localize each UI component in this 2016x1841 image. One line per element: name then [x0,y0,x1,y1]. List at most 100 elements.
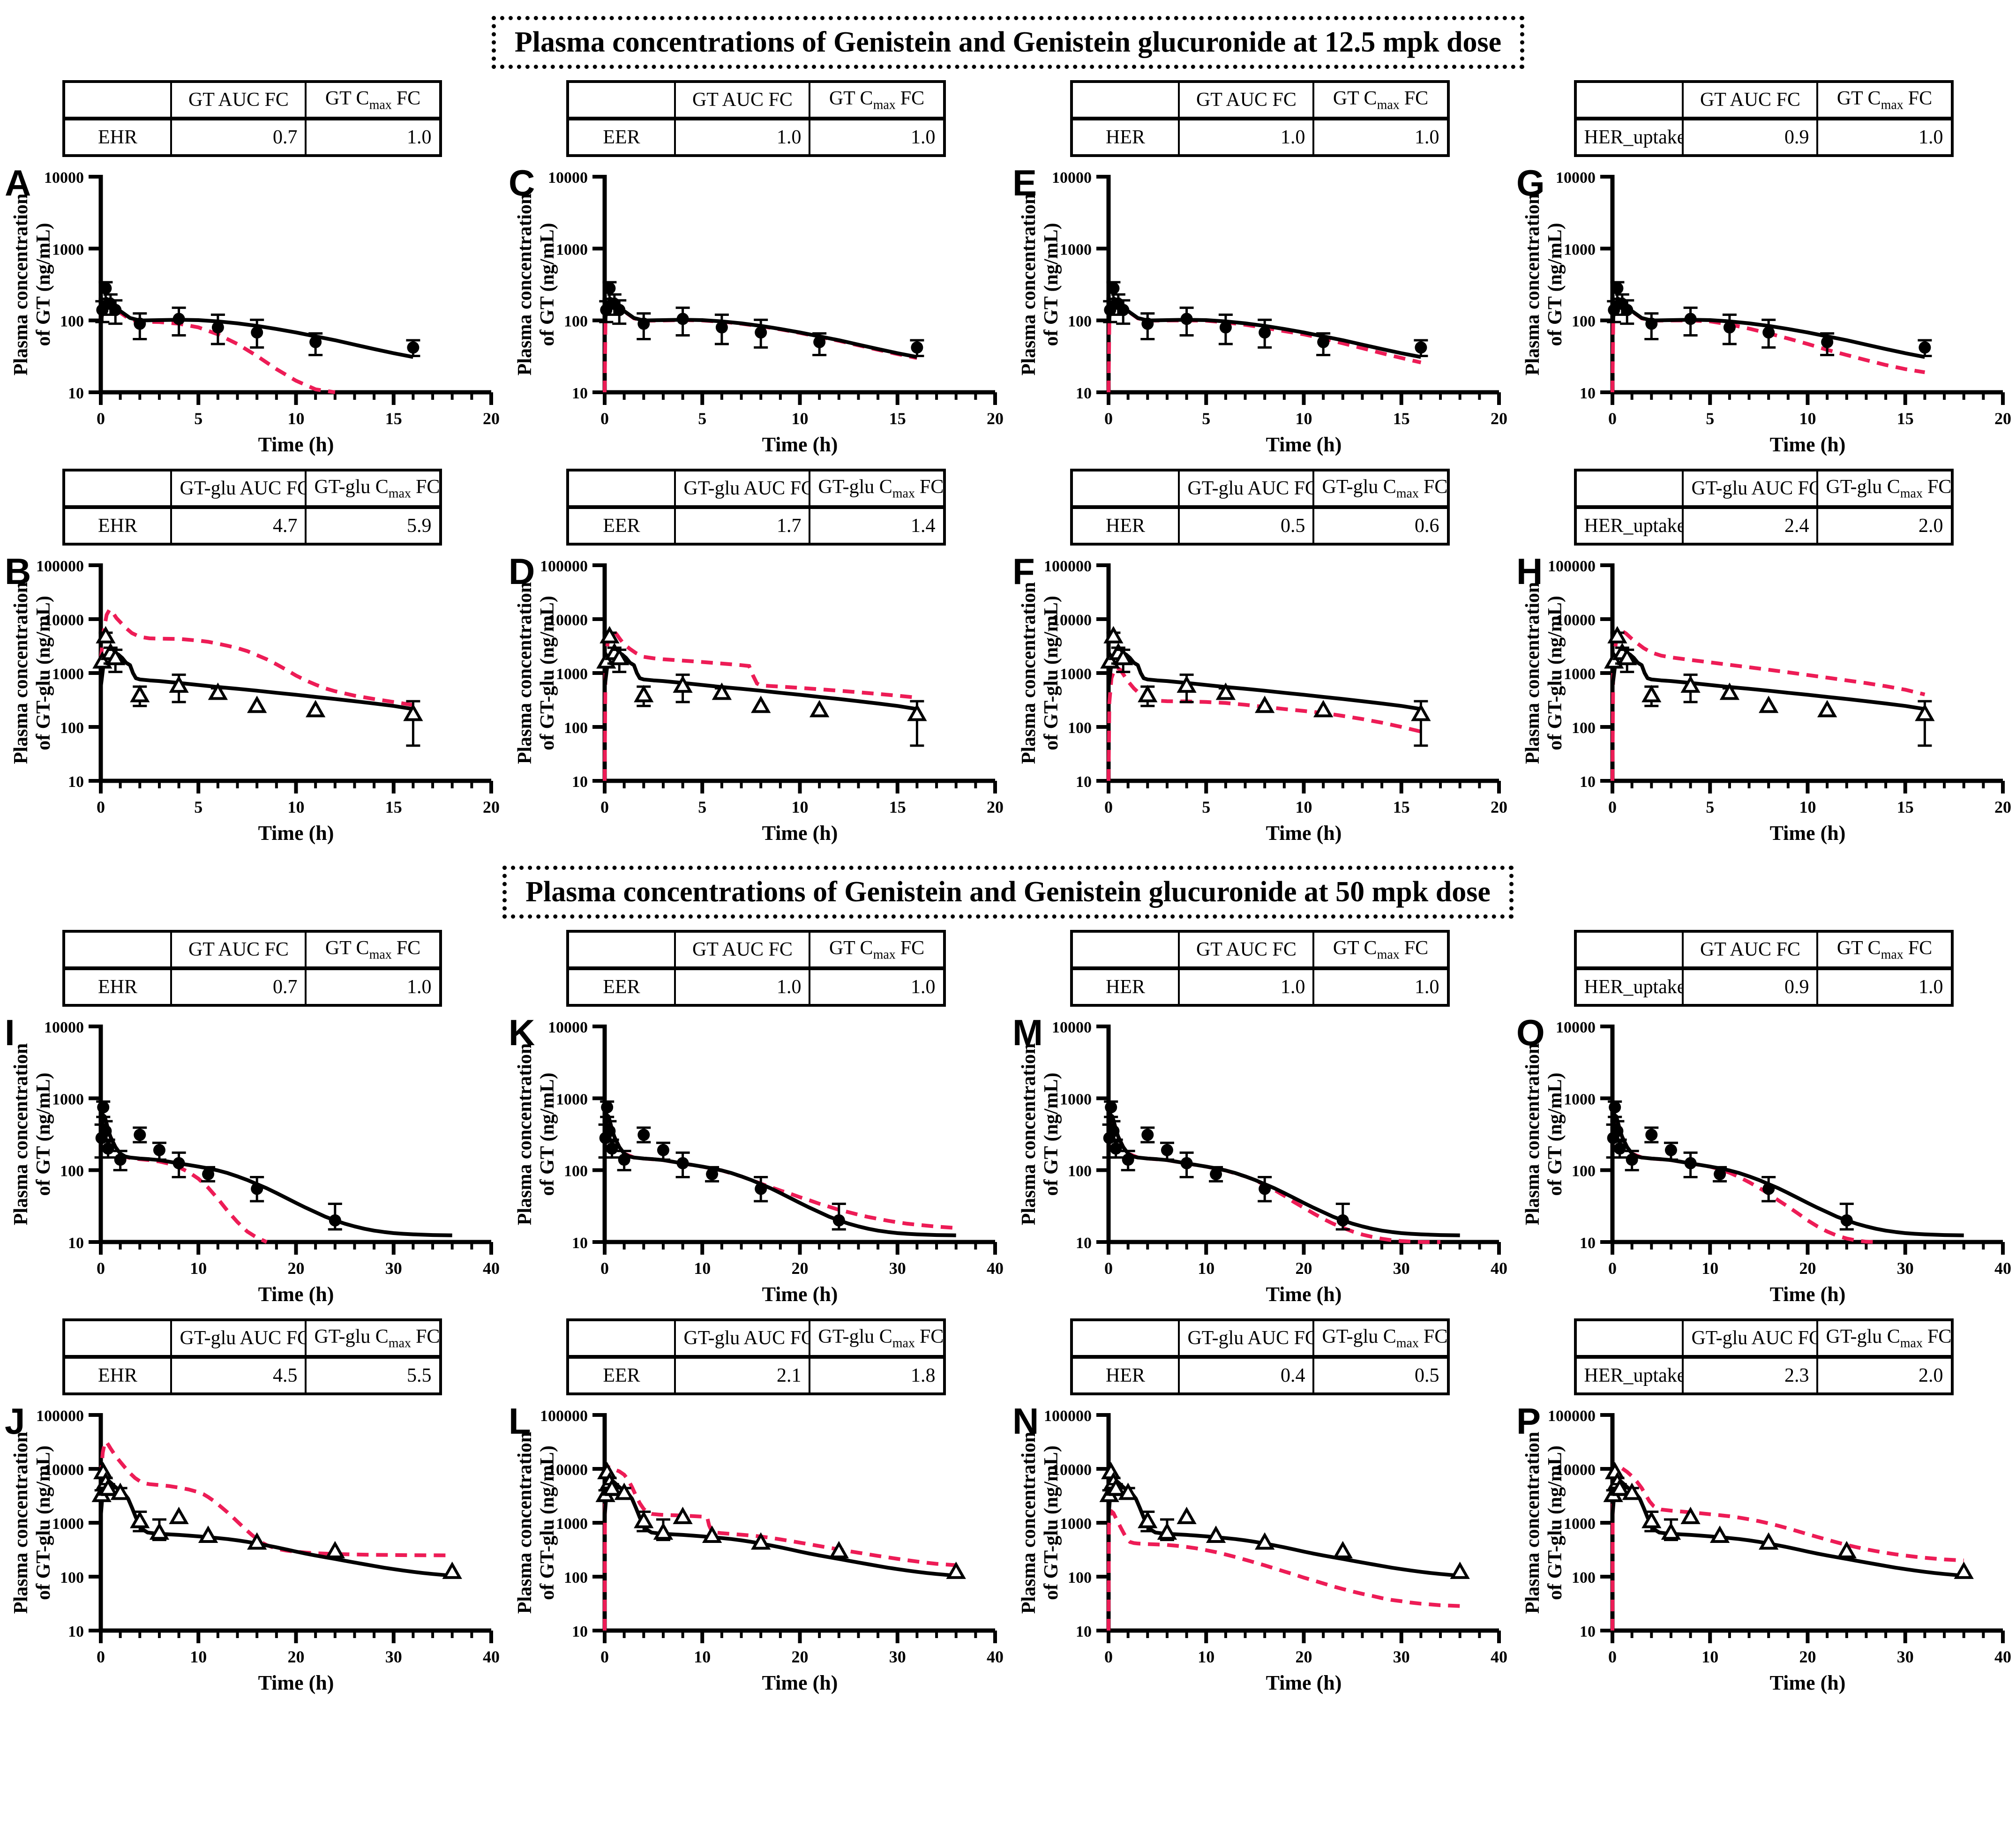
y-tick-label: 100 [564,719,588,737]
panel-letter-L: L [509,1400,531,1442]
fc-table-wrap-D: GT-glu AUC FC GT-glu Cmax FC EER 1.7 1.4 [504,469,1008,546]
observed-marker-triangle [1622,1482,1642,1500]
auc-fc-value: 0.4 [1178,1356,1315,1395]
observed-marker-circle [1723,321,1736,334]
observed-marker-circle [251,1182,263,1195]
solid-model-curve [99,1478,453,1578]
x-tick-label: 10 [288,798,305,816]
panel-P: GT-glu AUC FC GT-glu Cmax FC HER_uptake 2.3 2… [1512,1311,2016,1699]
x-tick-label: 40 [1994,1647,2011,1666]
x-tick-label: 0 [600,1259,609,1278]
panel-H: GT-glu AUC FC GT-glu Cmax FC HER_uptake 2.4 2… [1512,461,2016,850]
section-title-50mpk: Plasma concentrations of Genistein and G… [502,866,1514,919]
observed-marker-triangle [1177,675,1197,693]
y-axis-label-line1: Plasma concentration [10,1043,32,1225]
cmax-header-post: FC [416,476,440,498]
x-tick-label: 20 [483,798,500,816]
observed-marker-circle [109,304,122,316]
observed-marker-circle [1609,1101,1621,1114]
y-tick-label: 10 [1580,1623,1596,1640]
x-tick-label: 10 [694,1647,711,1666]
x-tick-label: 5 [1706,409,1714,428]
table-corner-cell [566,930,676,970]
cmax-fc-header: GT-glu Cmax FC [305,469,442,509]
fc-table-wrap-B: GT-glu AUC FC GT-glu Cmax FC EHR 4.7 5.9 [0,469,504,546]
auc-fc-value: 0.7 [170,967,307,1006]
observed-marker-circle [1415,341,1427,354]
cmax-fc-value: 5.5 [305,1356,442,1395]
observed-marker-circle [1210,1168,1222,1181]
x-tick-label: 20 [288,1259,305,1278]
cmax-fc-header: GT Cmax FC [1816,930,1953,970]
observed-marker-triangle [829,1541,849,1558]
fc-table-wrap-A: GT AUC FC GT Cmax FC EHR 0.7 1.0 [0,80,504,157]
observed-marker-triangle [169,675,189,693]
y-axis-label-line2: of GT-glu (ng/mL) [1544,596,1566,750]
y-tick-label: 100000 [1044,558,1092,575]
observed-marker-triangle [673,1506,693,1524]
y-tick-label: 100 [60,719,84,737]
solid-model-curve [1611,1478,1964,1578]
y-axis-label-line2: of GT-glu (ng/mL) [1041,1445,1062,1600]
observed-marker-circle [637,317,650,330]
panel-row-gtglu-12.5: GT-glu AUC FC GT-glu Cmax FC EHR 4.7 5.9 B 10 10… [0,461,2016,850]
panel-row-gt-50: GT AUC FC GT Cmax FC EHR 0.7 1.0 I 10 100 1000 100… [0,922,2016,1311]
auc-fc-header: GT AUC FC [170,81,307,120]
fc-table-wrap-K: GT AUC FC GT Cmax FC EER 1.0 1.0 [504,930,1008,1007]
observed-marker-triangle [1954,1561,1974,1579]
x-tick-label: 15 [889,409,906,428]
auc-fc-value: 0.5 [1178,506,1315,545]
auc-fc-value: 2.1 [674,1356,811,1395]
fc-table-wrap-P: GT-glu AUC FC GT-glu Cmax FC HER_uptake 2.3 2… [1512,1318,2016,1395]
plot-K: 10 100 1000 10000 0 10 20 30 40 Time (h) Plasma co… [514,1019,1004,1306]
y-axis-label-line1: Plasma concentration [10,582,32,764]
x-tick-label: 20 [1799,1647,1816,1666]
y-tick-label: 10 [68,1235,84,1252]
cmax-header-sub: max [873,97,896,112]
x-tick-label: 10 [190,1647,207,1666]
cmax-header-pre: GT-glu C [1826,1325,1900,1347]
cmax-header-post: FC [1424,476,1448,498]
x-tick-label: 20 [1491,409,1507,428]
x-tick-label: 10 [190,1259,207,1278]
observed-marker-triangle [442,1561,462,1579]
x-tick-label: 10 [694,1259,711,1278]
fc-table-wrap-G: GT AUC FC GT Cmax FC HER_uptake 0.9 1.0 [1512,80,2016,157]
observed-marker-circle [1611,1125,1624,1138]
y-tick-label: 1000 [1060,666,1092,683]
cmax-header-pre: GT C [1333,87,1377,109]
y-tick-label: 10 [572,773,588,791]
cmax-header-post: FC [900,87,925,109]
observed-marker-circle [1141,1129,1154,1141]
observed-marker-circle [1821,336,1834,348]
cmax-fc-value: 0.5 [1312,1356,1449,1395]
observed-points [595,1462,966,1579]
x-tick-label: 20 [1994,409,2011,428]
observed-marker-triangle [702,1525,722,1543]
dashed-model-curve [1611,1115,1876,1244]
observed-marker-circle [601,1101,614,1114]
fc-table-wrap-O: GT AUC FC GT Cmax FC HER_uptake 0.9 1.0 [1512,930,2016,1007]
x-tick-label: 20 [792,1647,809,1666]
observed-marker-circle [706,1168,719,1181]
observed-marker-circle [1117,304,1130,316]
auc-fc-value: 2.4 [1682,506,1819,545]
cmax-header-pre: GT C [829,937,873,959]
table-corner-cell [62,1319,172,1359]
observed-marker-triangle [110,1482,130,1500]
observed-marker-triangle [751,696,771,713]
observed-marker-circle [1219,321,1232,334]
observed-marker-circle [1613,1142,1626,1155]
observed-marker-circle [676,1157,689,1169]
y-tick-label: 100000 [1548,558,1596,575]
observed-marker-circle [1317,336,1330,348]
cmax-header-pre: GT-glu C [1826,476,1900,498]
observed-points [596,626,927,747]
section-title-12.5mpk: Plasma concentrations of Genistein and G… [491,16,1525,69]
table-corner-cell [1070,469,1180,509]
y-axis-label-line2: of GT-glu (ng/mL) [33,1445,54,1600]
auc-fc-value: 1.0 [1178,118,1315,157]
x-tick-label: 10 [1296,798,1312,816]
observed-marker-triangle [198,1525,218,1543]
x-tick-label: 0 [1104,798,1113,816]
